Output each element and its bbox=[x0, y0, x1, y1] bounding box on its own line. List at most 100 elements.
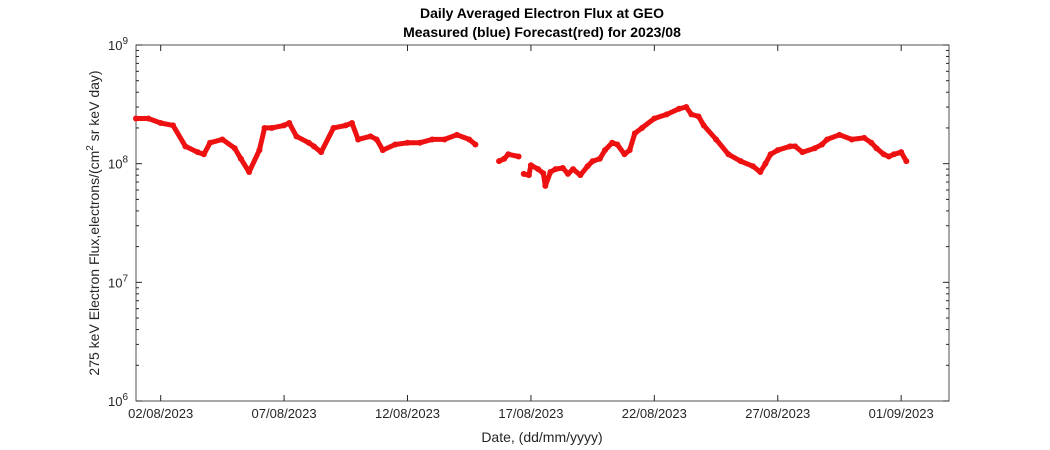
data-point bbox=[787, 143, 794, 150]
x-tick-label: 01/09/2023 bbox=[869, 406, 934, 421]
y-tick-label: 109 bbox=[108, 36, 128, 53]
data-point bbox=[774, 147, 781, 154]
data-point bbox=[379, 147, 386, 154]
data-point bbox=[182, 143, 189, 150]
y-tick-label: 107 bbox=[108, 273, 128, 290]
y-tick-base: 10 bbox=[108, 157, 122, 172]
data-point bbox=[367, 133, 374, 140]
data-point bbox=[145, 115, 152, 122]
data-point bbox=[762, 160, 769, 167]
data-point bbox=[626, 147, 633, 154]
x-tick-label: 17/08/2023 bbox=[498, 406, 563, 421]
y-tick-exponent: 9 bbox=[122, 36, 128, 47]
x-axis-label: Date, (dd/mm/yyyy) bbox=[481, 429, 602, 445]
data-point bbox=[157, 120, 164, 127]
data-point bbox=[547, 169, 554, 176]
data-point bbox=[890, 151, 897, 158]
data-point bbox=[651, 115, 658, 122]
data-point bbox=[737, 158, 744, 165]
data-point bbox=[861, 134, 868, 141]
data-point bbox=[609, 139, 616, 146]
data-point bbox=[836, 131, 843, 138]
data-point bbox=[472, 141, 479, 148]
data-point bbox=[676, 105, 683, 112]
data-point bbox=[873, 145, 880, 152]
data-point bbox=[310, 143, 317, 150]
plot-frame bbox=[135, 44, 950, 402]
data-point bbox=[570, 166, 577, 173]
data-point bbox=[207, 139, 214, 146]
data-point bbox=[342, 122, 349, 129]
data-point bbox=[713, 136, 720, 143]
data-point bbox=[688, 111, 695, 118]
data-point bbox=[695, 113, 702, 120]
chart-title: Daily Averaged Electron Flux at GEO bbox=[420, 5, 664, 21]
data-point bbox=[429, 136, 436, 143]
chart-subtitle: Measured (blue) Forecast(red) for 2023/0… bbox=[403, 24, 681, 40]
data-point bbox=[305, 139, 312, 146]
data-point bbox=[792, 143, 799, 150]
data-point bbox=[466, 136, 473, 143]
data-point bbox=[535, 166, 542, 173]
data-point bbox=[596, 155, 603, 162]
data-point bbox=[219, 136, 226, 143]
data-point bbox=[246, 169, 253, 176]
data-point bbox=[725, 151, 732, 158]
data-point bbox=[663, 111, 670, 118]
data-point bbox=[520, 170, 527, 177]
data-point bbox=[501, 155, 508, 162]
data-point bbox=[700, 122, 707, 129]
data-point bbox=[200, 151, 207, 158]
data-point bbox=[281, 122, 288, 129]
y-axis-label: 275 keV Electron Flux,electrons/(cm2 sr … bbox=[85, 70, 102, 375]
data-point bbox=[330, 124, 337, 131]
data-point bbox=[392, 141, 399, 148]
data-point bbox=[750, 163, 757, 170]
data-point bbox=[355, 136, 362, 143]
data-point bbox=[818, 141, 825, 148]
data-point bbox=[880, 151, 887, 158]
data-point bbox=[231, 145, 238, 152]
data-point bbox=[757, 169, 764, 176]
data-point bbox=[256, 147, 263, 154]
y-label-sup: 2 bbox=[85, 145, 96, 151]
data-point bbox=[552, 166, 559, 173]
data-point bbox=[237, 155, 244, 162]
data-point bbox=[614, 141, 621, 148]
data-point bbox=[441, 136, 448, 143]
x-tick-label: 12/08/2023 bbox=[375, 406, 440, 421]
data-point bbox=[416, 139, 423, 146]
x-tick-label: 07/08/2023 bbox=[252, 406, 317, 421]
data-point bbox=[527, 162, 534, 169]
data-point bbox=[348, 120, 355, 127]
y-tick-base: 10 bbox=[108, 38, 122, 53]
data-point bbox=[631, 130, 638, 137]
data-point bbox=[496, 158, 503, 165]
data-point bbox=[621, 151, 628, 158]
data-point bbox=[903, 158, 910, 165]
data-point bbox=[683, 104, 690, 111]
data-point bbox=[848, 136, 855, 143]
data-point bbox=[799, 149, 806, 156]
data-point bbox=[404, 139, 411, 146]
x-tick-label: 22/08/2023 bbox=[622, 406, 687, 421]
data-point bbox=[286, 120, 293, 127]
y-label-text: 275 keV Electron Flux,electrons/(cm bbox=[86, 151, 102, 376]
data-point bbox=[170, 122, 177, 129]
y-tick-exponent: 7 bbox=[122, 273, 128, 284]
data-point bbox=[824, 136, 831, 143]
data-point bbox=[373, 136, 380, 143]
data-point bbox=[868, 139, 875, 146]
data-point bbox=[601, 147, 608, 154]
data-point bbox=[133, 115, 139, 122]
y-label-rest: sr keV day) bbox=[86, 70, 102, 145]
data-point bbox=[505, 151, 512, 158]
data-point bbox=[194, 149, 201, 156]
data-point bbox=[261, 124, 268, 131]
data-point bbox=[525, 172, 532, 179]
data-point bbox=[577, 172, 584, 179]
data-point bbox=[811, 145, 818, 152]
data-point bbox=[540, 170, 547, 177]
y-tick-label: 108 bbox=[108, 155, 128, 172]
